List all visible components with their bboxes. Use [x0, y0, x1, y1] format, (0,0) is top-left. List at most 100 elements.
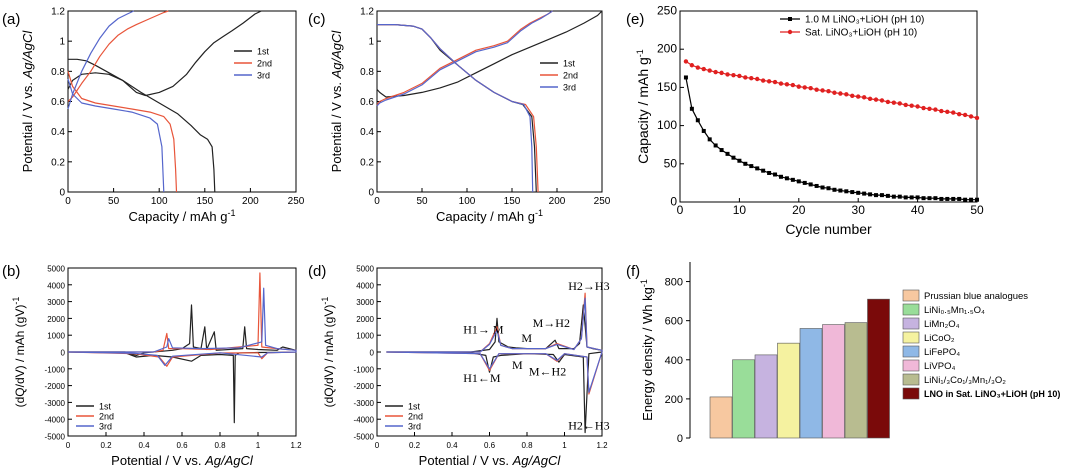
y-tick-label: 5000 [47, 265, 65, 274]
legend-label: 2nd [257, 59, 272, 69]
y-tick-label: -3000 [354, 399, 375, 408]
data-point [707, 137, 712, 142]
data-point [885, 193, 890, 198]
data-point [755, 166, 760, 171]
x-tick-label: 150 [504, 196, 521, 207]
data-point [975, 197, 979, 202]
x-tick-label: 250 [288, 196, 305, 207]
label-superscript: -1 [320, 297, 330, 305]
data-point [713, 69, 718, 75]
x-tick-label: 100 [151, 196, 168, 207]
x-tick-label: 10 [733, 203, 747, 217]
data-point [743, 75, 748, 80]
data-point [701, 128, 706, 133]
y-tick-label: -5000 [45, 433, 66, 442]
data-point [772, 79, 778, 85]
y-tick-label: 0.8 [51, 67, 65, 78]
label-text: Capacity / mAh g [635, 57, 651, 164]
series-line-2nd [376, 10, 553, 105]
data-point [879, 193, 884, 198]
series-line-1st [377, 24, 537, 193]
data-point [784, 176, 789, 181]
peak-annotation: M [521, 331, 532, 345]
data-point [844, 92, 849, 97]
data-point [731, 155, 736, 160]
plot-frame [376, 10, 603, 193]
series-line-3rd [67, 10, 134, 110]
y-axis-label: Capacity / mAh g-1 [635, 49, 651, 164]
data-point [683, 59, 689, 64]
y-tick-label: 1 [59, 37, 65, 48]
data-point [862, 191, 867, 196]
y-tick-label: -3000 [45, 399, 66, 408]
legend-label: Prussian blue analogues [924, 291, 1028, 302]
data-point [951, 196, 956, 201]
legend-swatch [902, 331, 920, 344]
x-axis-label: Capacity / mAh g-1 [128, 208, 235, 224]
x-tick-label: 0.4 [138, 441, 150, 450]
data-point [701, 66, 706, 72]
data-point [856, 190, 861, 195]
data-point [903, 102, 908, 108]
label-text: (dQ/dV) / mAh (gV) [13, 305, 27, 408]
label-text: Capacity / mAh g [436, 209, 535, 224]
label-superscript: -1 [639, 279, 649, 287]
x-tick-label: 50 [416, 196, 428, 207]
data-point [962, 112, 968, 118]
legend-swatch [902, 303, 920, 316]
data-point [808, 182, 813, 187]
data-point [921, 196, 926, 201]
data-point [956, 111, 962, 117]
label-italic: Ag/AgCl [329, 30, 344, 80]
x-tick-label: 0.8 [521, 441, 533, 450]
y-tick-label: 5000 [356, 265, 374, 274]
y-tick-label: 1000 [356, 332, 374, 341]
data-point [719, 70, 724, 76]
label-text: (dQ/dV) / mAh (gV) [322, 305, 336, 408]
legend-marker [787, 29, 793, 35]
data-point [689, 63, 695, 68]
label-text: Cycle number [785, 221, 872, 237]
data-point [850, 190, 855, 195]
data-point [790, 82, 796, 88]
data-point [683, 75, 688, 80]
label-text: Potential / V vs. [329, 78, 344, 172]
label-text: Potential / V vs. [419, 453, 513, 468]
series-line-1st [68, 58, 216, 193]
data-point [760, 78, 766, 83]
x-tick-label: 200 [549, 196, 566, 207]
x-axis-label: Potential / V vs. Ag/AgCl [419, 453, 562, 468]
legend-swatch [902, 373, 920, 386]
data-point [951, 110, 956, 115]
data-point [725, 151, 730, 156]
label-text: Potential / V vs. [20, 78, 35, 172]
y-tick-label: -1000 [45, 365, 66, 374]
data-point [778, 81, 784, 86]
data-point [737, 73, 742, 79]
data-point [755, 76, 760, 82]
data-point [891, 194, 896, 199]
peak-annotation: M→H2 [533, 316, 570, 330]
data-point [826, 89, 831, 94]
y-tick-label: 1 [368, 37, 374, 48]
series-line-3rd [386, 297, 603, 393]
data-point [856, 94, 861, 99]
series-line-1st [67, 304, 297, 424]
data-point [927, 196, 932, 201]
y-tick-label: 200 [657, 42, 677, 56]
x-tick-label: 0.2 [409, 441, 421, 450]
x-tick-label: 0.6 [176, 441, 188, 450]
data-point [897, 101, 902, 106]
y-tick-label: 0.4 [51, 127, 65, 138]
data-point [945, 196, 950, 201]
y-tick-label: 150 [657, 80, 677, 94]
y-tick-label: 2000 [47, 315, 65, 324]
data-point [885, 99, 891, 105]
legend-label: 1st [99, 402, 112, 412]
x-tick-label: 0 [677, 203, 684, 217]
y-tick-label: 1.2 [51, 7, 65, 18]
y-axis-label: Potential / V vs. Ag/AgCl [329, 30, 344, 173]
data-point [915, 195, 920, 200]
label-italic: Ag/AgCl [204, 453, 254, 468]
data-point [850, 93, 855, 99]
